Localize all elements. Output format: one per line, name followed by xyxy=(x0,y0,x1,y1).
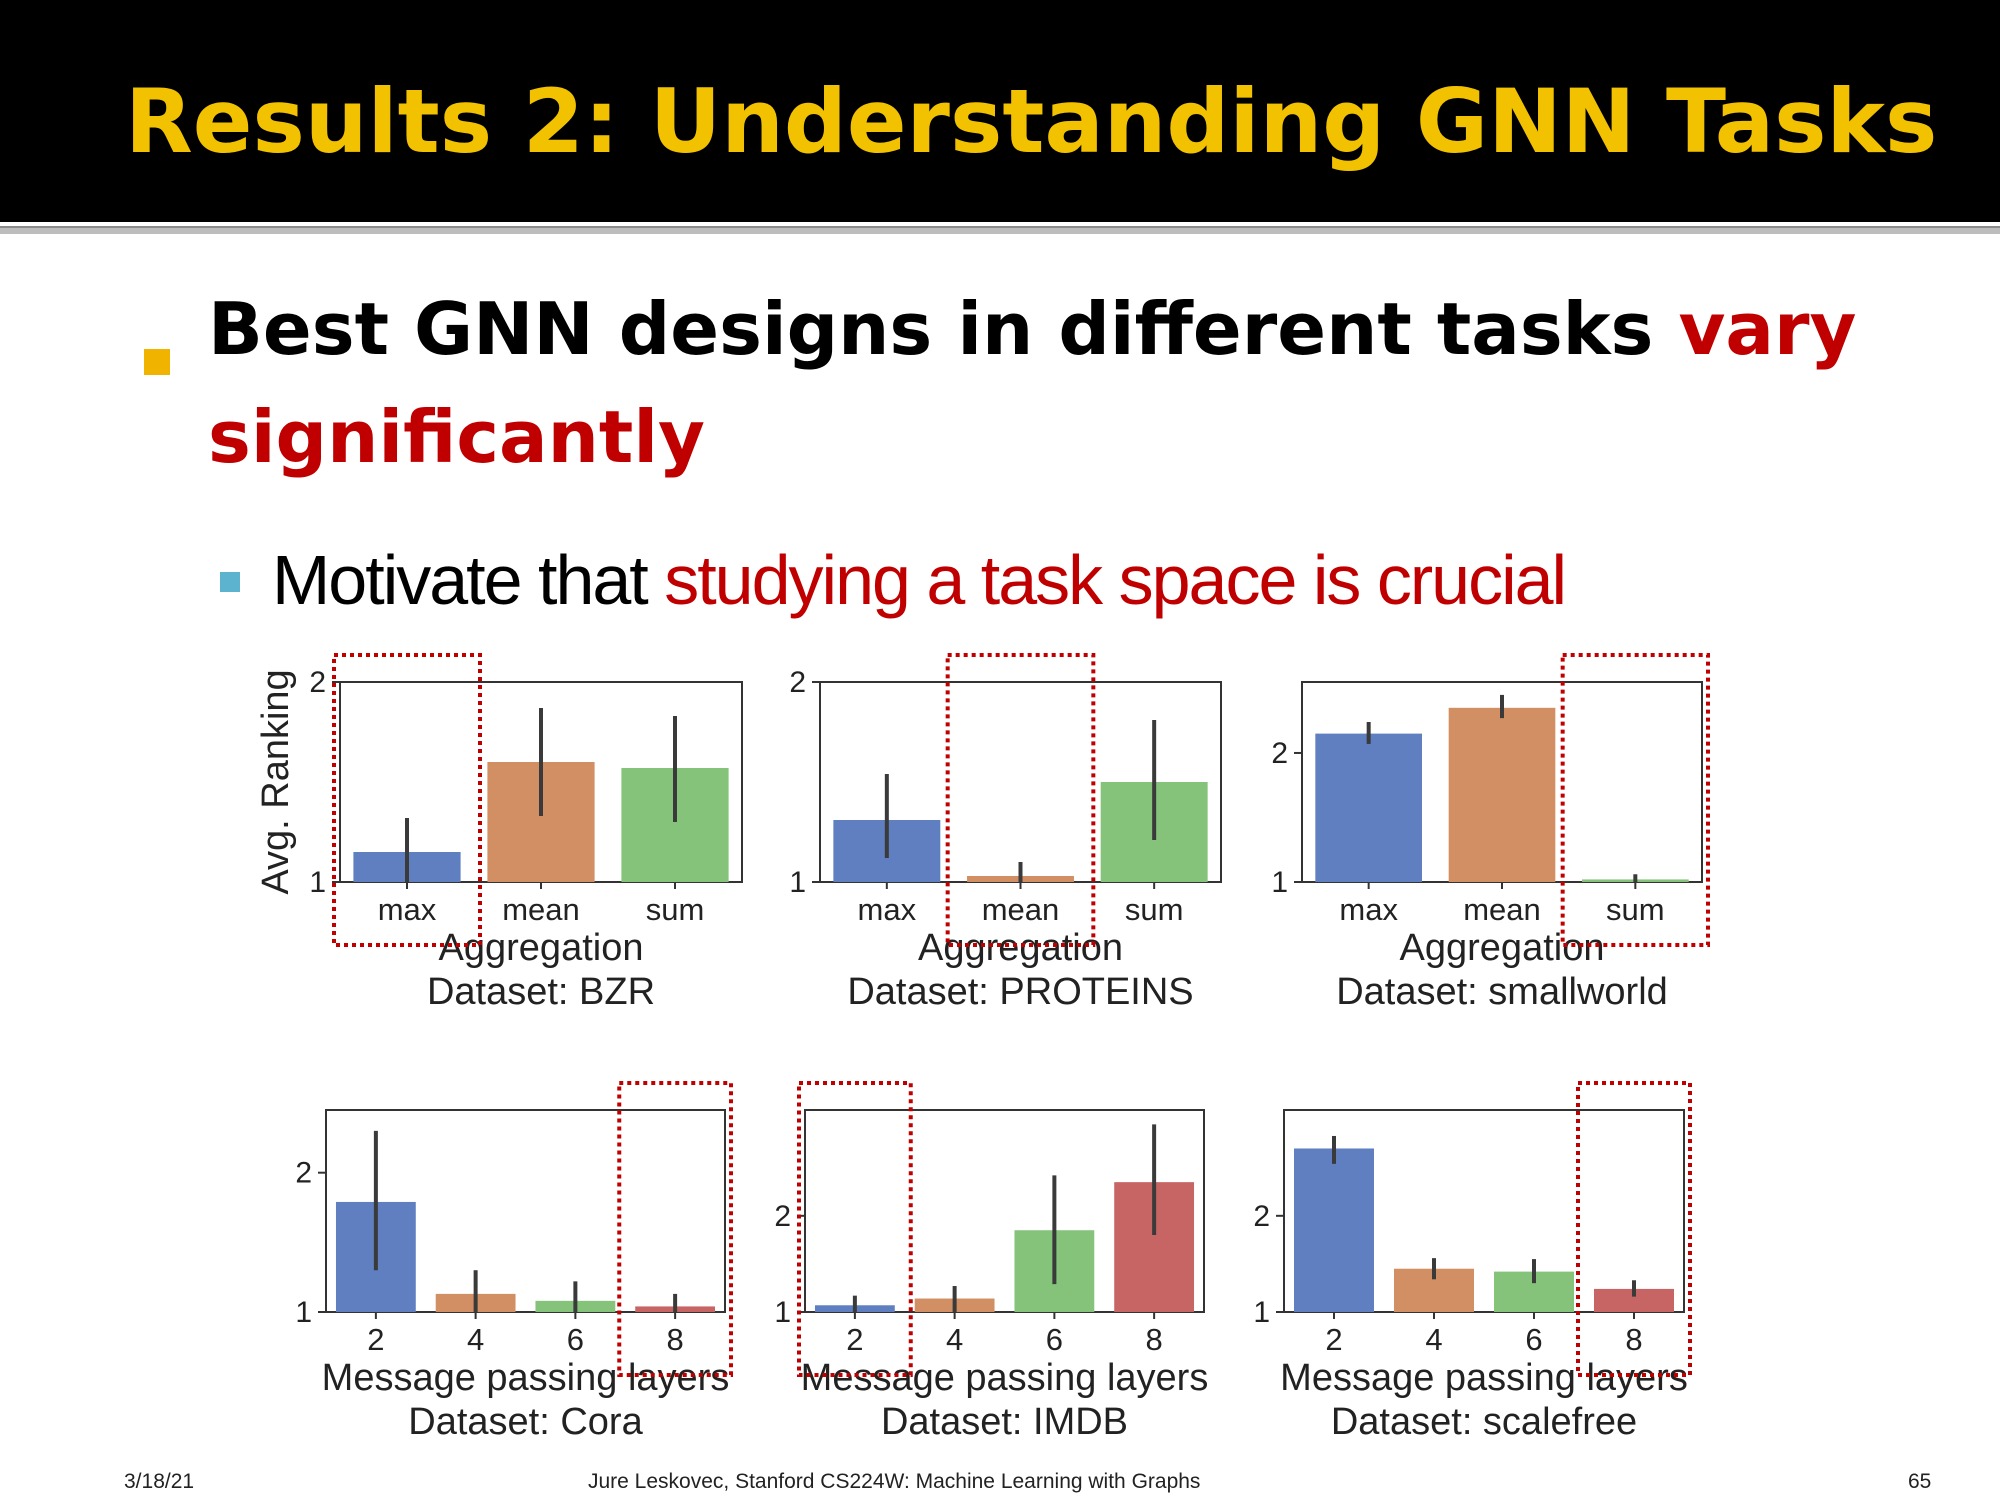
footer-credit: Jure Leskovec, Stanford CS224W: Machine … xyxy=(588,1470,1201,1493)
y-tick-label: 2 xyxy=(309,666,326,699)
y-tick-label: 1 xyxy=(774,1296,791,1329)
x-tick-label: 2 xyxy=(367,1322,384,1357)
plot-frame xyxy=(804,1109,1205,1313)
x-axis-label: Aggregation xyxy=(1400,927,1605,969)
bullet-2-text: Motivate that xyxy=(272,541,665,619)
x-tick-label: sum xyxy=(1125,892,1184,927)
x-tick-label: 2 xyxy=(846,1322,863,1357)
x-tick-label: mean xyxy=(982,892,1060,927)
bar xyxy=(1294,1148,1374,1312)
dataset-label: Dataset: IMDB xyxy=(881,1401,1128,1443)
x-tick-label: max xyxy=(378,892,437,927)
x-tick-label: mean xyxy=(1463,892,1541,927)
highlight-box xyxy=(945,653,1096,947)
bullet-2: Motivate that studying a task space is c… xyxy=(272,540,1567,620)
highlight-box xyxy=(1576,1081,1692,1377)
title-divider xyxy=(0,226,2000,234)
y-tick-label: 1 xyxy=(295,1296,312,1329)
x-tick-label: max xyxy=(1339,892,1398,927)
footer-date: 3/18/21 xyxy=(124,1470,195,1493)
y-tick-label: 1 xyxy=(1253,1296,1270,1329)
x-axis-label: Aggregation xyxy=(439,927,644,969)
plot-frame xyxy=(1283,1109,1685,1313)
x-tick-label: 4 xyxy=(1425,1322,1442,1357)
y-tick-label: 2 xyxy=(1271,737,1288,770)
x-tick-label: mean xyxy=(502,892,580,927)
y-tick-label: 2 xyxy=(295,1157,312,1190)
footer-page-number: 65 xyxy=(1908,1470,1932,1493)
bullet-1-highlight: vary significantly xyxy=(208,287,1857,479)
x-tick-label: 4 xyxy=(467,1322,484,1357)
bar xyxy=(1594,1288,1674,1312)
dataset-label: Dataset: smallworld xyxy=(1336,971,1668,1013)
highlight-box xyxy=(797,1081,913,1377)
bullet-2-highlight: studying a task space is crucial xyxy=(664,541,1567,619)
slide-title: Results 2: Understanding GNN Tasks xyxy=(125,70,1938,173)
y-tick-label: 1 xyxy=(1271,866,1288,899)
x-axis-label: Aggregation xyxy=(918,927,1123,969)
y-tick-label: 2 xyxy=(1253,1200,1270,1233)
bullet-1: Best GNN designs in different tasks vary… xyxy=(208,275,1858,491)
highlight-box xyxy=(1560,653,1710,947)
dataset-label: Dataset: BZR xyxy=(427,971,655,1013)
bar xyxy=(1448,707,1556,882)
x-tick-label: 8 xyxy=(1146,1322,1163,1357)
bar xyxy=(1315,733,1422,882)
highlight-box xyxy=(332,653,482,947)
y-tick-label: 1 xyxy=(789,866,806,899)
x-tick-label: 2 xyxy=(1325,1322,1342,1357)
x-tick-label: max xyxy=(858,892,917,927)
y-tick-label: 2 xyxy=(774,1200,791,1233)
x-tick-label: 8 xyxy=(1625,1322,1642,1357)
bullet-square-icon xyxy=(144,349,170,375)
title-bar xyxy=(0,0,2000,222)
dataset-label: Dataset: Cora xyxy=(408,1401,643,1443)
x-tick-label: sum xyxy=(1606,892,1665,927)
x-tick-label: 6 xyxy=(567,1322,584,1357)
dataset-label: Dataset: scalefree xyxy=(1331,1401,1637,1443)
x-axis-label: Message passing layers xyxy=(1280,1357,1688,1399)
x-tick-label: 6 xyxy=(1525,1322,1542,1357)
x-axis-label: Message passing layers xyxy=(801,1357,1209,1399)
sub-bullet-square-icon xyxy=(220,572,240,592)
dataset-label: Dataset: PROTEINS xyxy=(847,971,1193,1013)
plot-frame xyxy=(325,1109,726,1313)
highlight-box xyxy=(617,1081,733,1377)
y-tick-label: 1 xyxy=(309,866,326,899)
bullet-1-text: Best GNN designs in different tasks xyxy=(208,287,1679,371)
x-tick-label: 6 xyxy=(1046,1322,1063,1357)
y-axis-label: Avg. Ranking xyxy=(255,669,297,894)
x-tick-label: sum xyxy=(646,892,705,927)
x-axis-label: Message passing layers xyxy=(322,1357,730,1399)
y-tick-label: 2 xyxy=(789,666,806,699)
x-tick-label: 8 xyxy=(667,1322,684,1357)
x-tick-label: 4 xyxy=(946,1322,963,1357)
